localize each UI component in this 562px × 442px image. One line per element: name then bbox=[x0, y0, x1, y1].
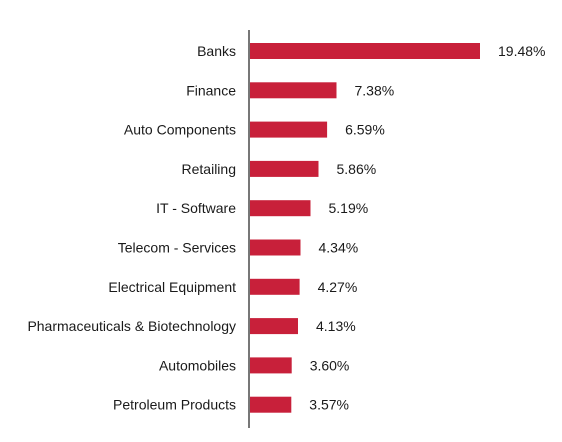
value-label: 4.34% bbox=[319, 240, 359, 256]
bar bbox=[249, 318, 298, 335]
bar bbox=[249, 82, 337, 99]
category-label: Electrical Equipment bbox=[108, 279, 236, 295]
value-label: 5.19% bbox=[329, 200, 369, 216]
value-label: 5.86% bbox=[337, 161, 377, 177]
category-label: Pharmaceuticals & Biotechnology bbox=[27, 318, 236, 334]
bar bbox=[249, 43, 480, 59]
value-label: 19.48% bbox=[498, 43, 545, 59]
bar bbox=[249, 200, 311, 217]
category-label: Retailing bbox=[182, 161, 236, 177]
value-label: 4.27% bbox=[318, 279, 358, 295]
value-label: 3.57% bbox=[309, 397, 349, 413]
bar bbox=[249, 160, 319, 177]
category-label: Telecom - Services bbox=[118, 240, 236, 256]
value-label: 3.60% bbox=[310, 357, 350, 373]
bar bbox=[249, 239, 301, 256]
labels-layer: Banks 19.48% Finance 7.38% Auto Components 6.… bbox=[27, 43, 545, 413]
bar bbox=[249, 357, 292, 374]
bar bbox=[249, 396, 292, 413]
bars-layer bbox=[249, 43, 480, 413]
category-label: Petroleum Products bbox=[113, 397, 236, 413]
value-label: 6.59% bbox=[345, 122, 385, 138]
category-label: IT - Software bbox=[156, 200, 236, 216]
category-label: Finance bbox=[186, 82, 236, 98]
category-label: Auto Components bbox=[124, 122, 236, 138]
bar bbox=[249, 278, 300, 295]
value-label: 7.38% bbox=[355, 82, 395, 98]
value-label: 4.13% bbox=[316, 318, 356, 334]
category-label: Automobiles bbox=[159, 357, 236, 373]
category-label: Banks bbox=[197, 43, 236, 59]
bar bbox=[249, 121, 328, 138]
